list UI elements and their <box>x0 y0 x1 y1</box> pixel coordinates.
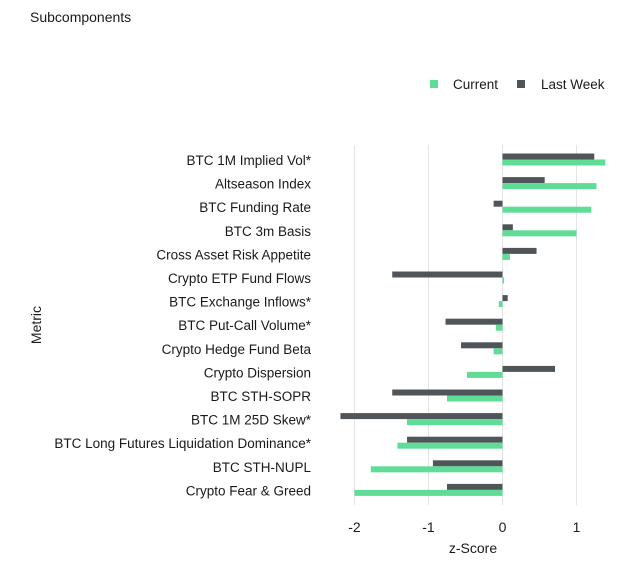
category-label: BTC Put-Call Volume* <box>178 318 312 333</box>
bar-current <box>502 159 606 166</box>
bar-current <box>498 301 503 308</box>
bar-current <box>354 489 503 496</box>
category-labels: BTC 1M Implied Vol* Altseason Index BTC Fu… <box>54 153 311 498</box>
bar-last-week <box>502 153 595 160</box>
category-label: BTC STH-NUPL <box>213 460 312 475</box>
category-label: Crypto ETP Fund Flows <box>168 271 311 286</box>
bar-last-week <box>493 200 503 207</box>
category-label: Crypto Hedge Fund Beta <box>162 342 312 357</box>
bar-last-week <box>502 295 508 302</box>
x-axis-label: z-Score <box>449 540 497 556</box>
bar-current <box>407 419 503 426</box>
bar-last-week <box>502 247 537 254</box>
bars <box>340 153 606 496</box>
category-label: BTC Exchange Inflows* <box>169 295 312 310</box>
bar-current <box>502 230 577 237</box>
bar-current <box>447 395 503 402</box>
bar-last-week <box>461 342 503 349</box>
bar-last-week <box>502 224 513 231</box>
category-label: BTC Funding Rate <box>199 200 311 215</box>
category-label: BTC 1M 25D Skew* <box>191 413 312 428</box>
category-label: Altseason Index <box>215 177 311 192</box>
legend: Current Last Week <box>430 77 605 92</box>
bar-current <box>502 277 504 284</box>
gridlines <box>354 145 577 505</box>
bar-current <box>502 253 510 260</box>
category-label: BTC Long Futures Liquidation Dominance* <box>54 436 311 451</box>
bar-last-week <box>340 413 503 420</box>
bar-current <box>370 466 503 473</box>
bar-last-week <box>445 318 503 325</box>
bar-last-week <box>502 365 556 372</box>
category-label: Crypto Fear & Greed <box>186 483 311 498</box>
chart-title: Subcomponents <box>30 9 131 25</box>
category-label: Cross Asset Risk Appetite <box>156 247 311 262</box>
category-label: Crypto Dispersion <box>204 365 311 380</box>
x-tick-label: 0 <box>499 519 507 535</box>
y-axis-label: Metric <box>28 306 44 344</box>
x-tick-label: 1 <box>573 519 581 535</box>
bar-current <box>397 442 503 449</box>
legend-swatch <box>430 80 438 88</box>
bar-last-week <box>502 177 545 184</box>
x-tick-label: -2 <box>348 519 361 535</box>
bar-current <box>493 348 503 355</box>
bar-last-week <box>447 483 503 490</box>
bar-current <box>502 206 592 213</box>
category-label: BTC STH-SOPR <box>210 389 311 404</box>
x-tick-label: -1 <box>422 519 435 535</box>
bar-current <box>502 183 597 190</box>
bar-last-week <box>392 389 503 396</box>
legend-label: Current <box>453 77 498 92</box>
category-label: BTC 3m Basis <box>225 224 312 239</box>
bar-last-week <box>407 436 503 443</box>
legend-label: Last Week <box>541 77 605 92</box>
bar-current <box>466 371 503 378</box>
bar-last-week <box>392 271 503 278</box>
category-label: BTC 1M Implied Vol* <box>186 153 311 168</box>
bar-last-week <box>432 460 503 467</box>
legend-swatch <box>517 80 525 88</box>
x-tick-labels: -2 -1 0 1 <box>348 519 580 535</box>
bar-current <box>495 324 503 331</box>
